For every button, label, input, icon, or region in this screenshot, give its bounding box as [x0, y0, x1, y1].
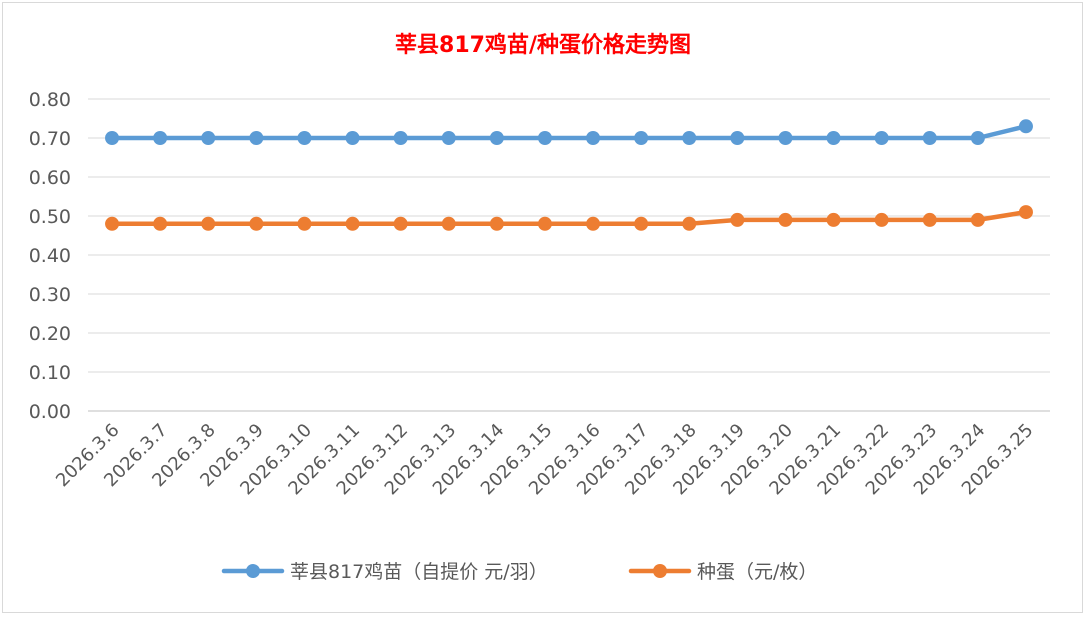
y-axis-ticks: 0.00 0.10 0.20 0.30 0.40 0.50 0.60 0.70 0.80	[29, 89, 71, 423]
data-point	[634, 216, 649, 231]
data-point	[393, 216, 408, 231]
data-point	[393, 131, 408, 145]
y-tick-label: 0.00	[29, 401, 71, 423]
data-point	[489, 131, 504, 145]
data-point	[441, 131, 456, 145]
legend-label: 莘县817鸡苗（自提价 元/羽）	[290, 561, 548, 583]
y-tick-label: 0.60	[29, 167, 71, 189]
legend-marker	[246, 564, 260, 578]
data-point	[970, 212, 985, 227]
data-point	[1018, 119, 1033, 134]
y-tick-label: 0.80	[29, 89, 71, 111]
legend-marker	[653, 564, 667, 578]
data-point	[874, 212, 889, 227]
data-point	[345, 216, 360, 231]
data-point	[1018, 205, 1033, 220]
data-point	[249, 216, 264, 231]
series-line	[109, 124, 1029, 141]
data-point	[874, 131, 889, 145]
data-point	[634, 131, 649, 145]
data-point	[970, 131, 985, 145]
y-tick-label: 0.30	[29, 284, 71, 306]
data-point	[682, 131, 697, 145]
data-point	[441, 216, 456, 231]
y-tick-label: 0.10	[29, 362, 71, 384]
data-point	[826, 131, 841, 145]
y-tick-label: 0.20	[29, 323, 71, 345]
y-tick-label: 0.70	[29, 128, 71, 150]
data-point	[826, 212, 841, 227]
data-point	[153, 131, 168, 145]
data-point	[297, 131, 312, 145]
data-point	[537, 216, 552, 231]
data-point	[682, 216, 697, 231]
data-point	[730, 131, 745, 145]
data-point	[201, 131, 216, 145]
data-point	[201, 216, 216, 231]
data-point	[922, 131, 937, 145]
data-point	[730, 212, 745, 227]
series-line	[109, 209, 1029, 227]
data-point	[537, 131, 552, 145]
data-point	[586, 131, 601, 145]
y-tick-label: 0.40	[29, 245, 71, 267]
legend-label: 种蛋（元/枚）	[697, 561, 817, 583]
data-point	[922, 212, 937, 227]
y-tick-label: 0.50	[29, 206, 71, 228]
data-point	[297, 216, 312, 231]
data-point	[105, 131, 120, 145]
data-point	[249, 131, 264, 145]
data-point	[153, 216, 168, 231]
series-lines	[105, 119, 1033, 231]
data-point	[105, 216, 120, 231]
x-axis-ticks: 2026.3.62026.3.72026.3.82026.3.92026.3.1…	[52, 420, 1037, 500]
data-point	[345, 131, 360, 145]
chart-title: 莘县817鸡苗/种蛋价格走势图	[395, 32, 691, 58]
gridlines	[88, 98, 1050, 412]
data-point	[489, 216, 504, 231]
data-point	[778, 131, 793, 145]
data-point	[586, 216, 601, 231]
data-point	[778, 212, 793, 227]
legend: 莘县817鸡苗（自提价 元/羽） 种蛋（元/枚）	[221, 561, 817, 583]
